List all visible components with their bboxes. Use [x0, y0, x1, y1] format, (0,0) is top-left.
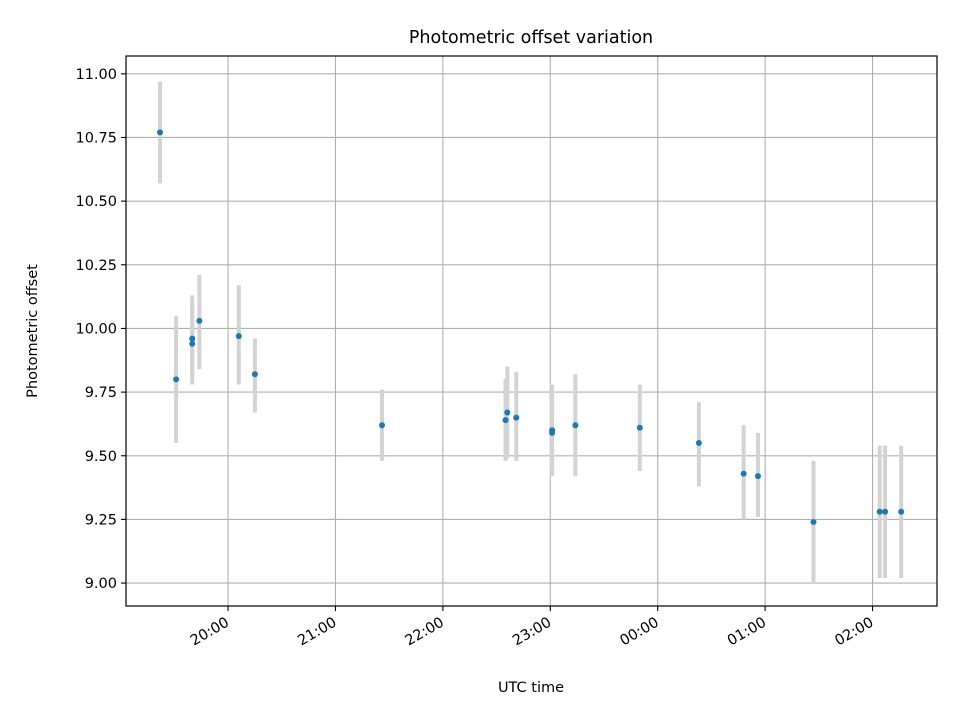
- data-point: [636, 424, 643, 431]
- y-axis-ticks: 9.00 9.25 9.50 9.75 10.00 10.25 10.50 10.75 11.0…: [75, 67, 126, 592]
- x-tick-label: 01:00: [725, 615, 769, 650]
- x-tick-label: 20:00: [188, 615, 232, 650]
- y-tick-label: 9.00: [85, 576, 117, 592]
- data-point: [196, 317, 203, 324]
- y-tick-label: 9.25: [85, 512, 117, 528]
- data-point: [379, 422, 386, 429]
- data-point: [157, 129, 164, 136]
- x-tick-label: 23:00: [510, 615, 554, 650]
- x-tick-label: 22:00: [403, 615, 447, 650]
- grid-lines: [126, 56, 937, 606]
- y-tick-label: 10.00: [75, 321, 117, 337]
- error-bars: [158, 81, 904, 584]
- data-point: [549, 429, 556, 436]
- x-tick-label: 02:00: [832, 615, 876, 650]
- y-tick-label: 11.00: [75, 67, 117, 83]
- data-point: [189, 340, 196, 347]
- data-point: [740, 470, 747, 477]
- y-tick-label: 10.50: [75, 194, 117, 210]
- data-point: [695, 440, 702, 447]
- data-point: [189, 335, 196, 342]
- data-point: [502, 417, 509, 424]
- data-point: [572, 422, 579, 429]
- data-point: [898, 508, 905, 515]
- x-axis-label: UTC time: [498, 680, 564, 696]
- data-points: [157, 129, 905, 525]
- x-tick-label: 21:00: [295, 615, 339, 650]
- data-point: [754, 473, 761, 480]
- y-tick-label: 9.50: [85, 449, 117, 465]
- y-tick-label: 9.75: [85, 385, 117, 401]
- data-point: [173, 376, 180, 383]
- data-point: [504, 409, 511, 416]
- data-point: [882, 508, 889, 515]
- chart-title: Photometric offset variation: [409, 28, 653, 48]
- y-tick-label: 10.75: [75, 130, 117, 146]
- data-point: [235, 333, 242, 340]
- data-point: [513, 414, 520, 421]
- x-axis-ticks: 20:00 21:00 22:00 23:00 00:00 01:00 02:00: [188, 606, 877, 649]
- y-axis-label: Photometric offset: [25, 264, 41, 398]
- y-tick-label: 10.25: [75, 258, 117, 274]
- data-point: [810, 518, 817, 525]
- x-tick-label: 00:00: [618, 615, 662, 650]
- data-point: [251, 371, 258, 378]
- plot-area-frame: [125, 55, 938, 607]
- data-point: [876, 508, 883, 515]
